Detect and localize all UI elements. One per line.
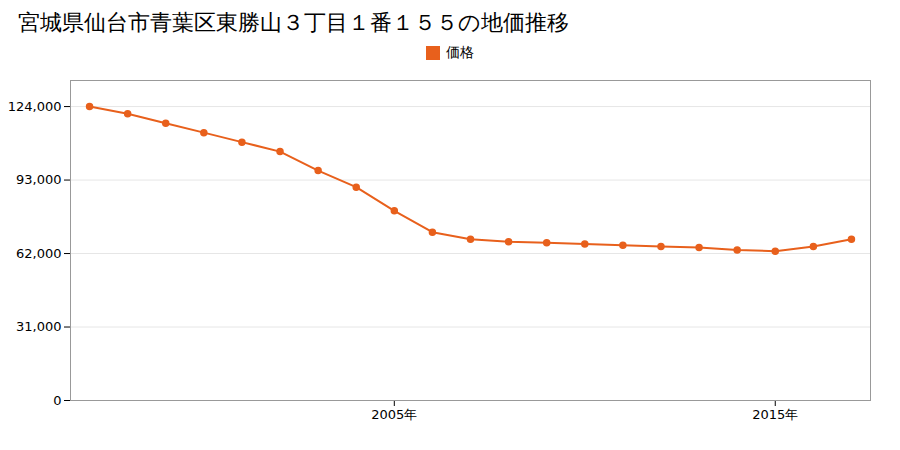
svg-text:62,000: 62,000 (16, 246, 62, 261)
svg-text:2005年: 2005年 (371, 407, 417, 422)
html-text:価格: 価格 (446, 44, 474, 60)
svg-text:31,000: 31,000 (16, 319, 62, 334)
html-text:宮城県仙台市青葉区東勝山３丁目１番１５５の地価推移: 宮城県仙台市青葉区東勝山３丁目１番１５５の地価推移 (18, 10, 569, 35)
svg-text:93,000: 93,000 (16, 172, 62, 187)
svg-text:0: 0 (53, 393, 61, 408)
svg-text:124,000: 124,000 (8, 99, 62, 114)
svg-text:2015年: 2015年 (752, 407, 798, 422)
